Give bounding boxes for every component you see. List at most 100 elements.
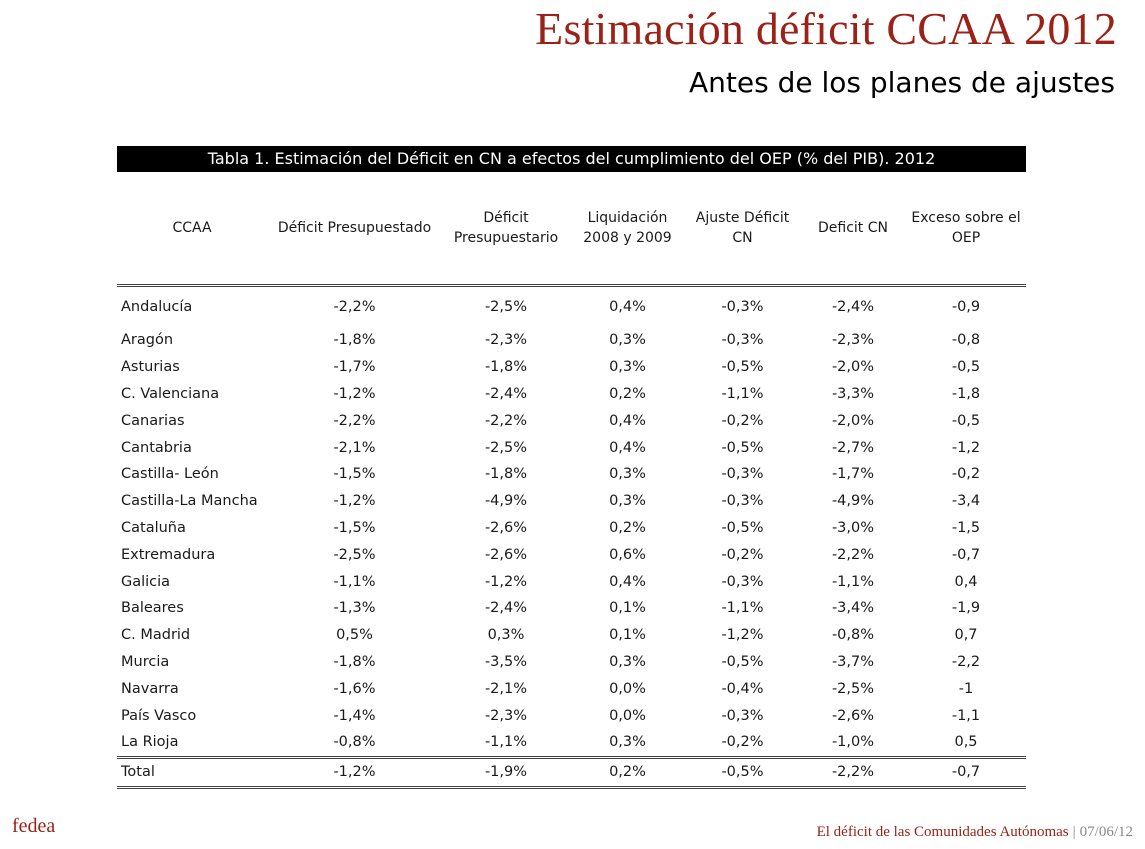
cell-deficit-presupuestario: 0,3% (487, 627, 525, 644)
footer-info: El déficit de las Comunidades Autónomas |… (817, 824, 1133, 841)
cell-exceso-oep: 0,4 (954, 573, 978, 590)
total-ccaa: Total (121, 764, 155, 781)
header-exceso-oep: Exceso sobre el OEP (911, 210, 1021, 246)
cell-deficit-cn: -1,0% (831, 734, 875, 751)
cell-exceso-oep: -0,2 (951, 466, 981, 483)
table-row: Andalucía -2,2% -2,5% 0,4% -0,3% -2,4% -0,9 (117, 286, 1026, 328)
cell-deficit-presupuestado: -1,1% (333, 573, 376, 590)
table-row: Castilla- León -1,5% -1,8% 0,3% -0,3% -1,7% -0… (117, 461, 1026, 488)
cell-deficit-cn: -1,7% (831, 466, 875, 483)
table-row: Galicia -1,1% -1,2% 0,4% -0,3% -1,1% 0,4 (117, 568, 1026, 595)
cell-deficit-presupuestario: -2,4% (484, 385, 528, 402)
slide-subtitle: Antes de los planes de ajustes (688, 66, 1115, 99)
cell-ccaa: Aragón (121, 332, 174, 349)
cell-ccaa: La Rioja (121, 734, 179, 751)
cell-deficit-presupuestado: -1,3% (333, 600, 376, 617)
cell-deficit-presupuestado: -0,8% (333, 734, 376, 751)
cell-exceso-oep: 0,5 (954, 734, 978, 751)
cell-ajuste-deficit-cn: -0,2% (721, 734, 764, 751)
cell-ccaa: País Vasco (121, 707, 197, 724)
cell-deficit-presupuestario: -2,3% (484, 332, 528, 349)
cell-deficit-presupuestario: -2,5% (484, 439, 528, 456)
total-deficit-presupuestado: -1,2% (333, 764, 376, 781)
table-row: Baleares -1,3% -2,4% 0,1% -1,1% -3,4% -1,9 (117, 595, 1026, 622)
cell-deficit-presupuestario: -2,3% (484, 707, 528, 724)
cell-liquidacion: 0,2% (609, 385, 646, 402)
cell-ccaa: Canarias (121, 412, 185, 429)
table-row: Murcia -1,8% -3,5% 0,3% -0,5% -3,7% -2,2 (117, 649, 1026, 676)
total-ajuste-deficit-cn: -0,5% (721, 764, 764, 781)
cell-deficit-presupuestario: -2,4% (484, 600, 528, 617)
cell-liquidacion: 0,0% (609, 680, 646, 697)
cell-deficit-presupuestario: -1,1% (484, 734, 528, 751)
cell-deficit-presupuestario: -2,2% (484, 412, 528, 429)
cell-liquidacion: 0,3% (609, 653, 646, 670)
cell-deficit-cn: -3,4% (831, 600, 875, 617)
cell-deficit-cn: -3,3% (831, 385, 875, 402)
cell-deficit-presupuestario: -2,6% (484, 546, 528, 563)
table-row: Canarias -2,2% -2,2% 0,4% -0,2% -2,0% -0,5 (117, 407, 1026, 434)
header-liquidacion: Liquidación 2008 y 2009 (583, 210, 672, 246)
cell-ajuste-deficit-cn: -0,2% (721, 546, 764, 563)
cell-deficit-cn: -2,5% (831, 680, 875, 697)
cell-exceso-oep: -0,8 (951, 332, 981, 349)
cell-ajuste-deficit-cn: -0,5% (721, 359, 764, 376)
cell-deficit-presupuestado: -1,2% (333, 493, 376, 510)
cell-exceso-oep: -0,5 (951, 412, 981, 429)
header-deficit-cn: Deficit CN (818, 220, 888, 236)
cell-exceso-oep: -0,7 (951, 546, 981, 563)
cell-deficit-presupuestado: -1,8% (333, 653, 376, 670)
cell-deficit-cn: -0,8% (831, 627, 875, 644)
cell-deficit-presupuestado: -1,4% (333, 707, 376, 724)
cell-ccaa: Extremadura (121, 546, 216, 563)
cell-exceso-oep: 0,7 (954, 627, 978, 644)
cell-ajuste-deficit-cn: -1,1% (721, 600, 764, 617)
cell-deficit-presupuestado: -1,8% (333, 332, 376, 349)
table-row: La Rioja -0,8% -1,1% 0,3% -0,2% -1,0% 0,5 (117, 729, 1026, 758)
cell-deficit-presupuestado: -2,1% (333, 439, 376, 456)
cell-deficit-presupuestado: -2,2% (333, 299, 376, 315)
cell-ccaa: Andalucía (121, 299, 193, 315)
cell-liquidacion: 0,3% (609, 734, 646, 751)
cell-exceso-oep: -1,1 (951, 707, 981, 724)
table-row: Extremadura -2,5% -2,6% 0,6% -0,2% -2,2% -0,7 (117, 541, 1026, 568)
cell-exceso-oep: -0,9 (951, 299, 981, 315)
table-row: Navarra -1,6% -2,1% 0,0% -0,4% -2,5% -1 (117, 675, 1026, 702)
header-deficit-presupuestado: Déficit Presupuestado (277, 220, 432, 236)
table-row: Cantabria -2,1% -2,5% 0,4% -0,5% -2,7% -1,2 (117, 434, 1026, 461)
cell-ajuste-deficit-cn: -0,3% (721, 573, 764, 590)
cell-deficit-presupuestario: -4,9% (484, 493, 528, 510)
cell-ccaa: Castilla-La Mancha (121, 493, 258, 510)
cell-deficit-presupuestado: -2,5% (333, 546, 376, 563)
cell-ajuste-deficit-cn: -0,2% (721, 412, 764, 429)
table-row: Castilla-La Mancha -1,2% -4,9% 0,3% -0,3% -4,… (117, 488, 1026, 515)
cell-ajuste-deficit-cn: -1,1% (721, 385, 764, 402)
cell-ajuste-deficit-cn: -0,3% (721, 707, 764, 724)
cell-deficit-cn: -2,3% (831, 332, 875, 349)
cell-exceso-oep: -1,5 (951, 519, 981, 536)
deficit-table: CCAA Déficit Presupuestado Déficit Presu… (117, 172, 1026, 789)
table-caption: Tabla 1. Estimación del Déficit en CN a … (117, 146, 1026, 172)
cell-deficit-presupuestario: -2,5% (484, 299, 528, 315)
header-deficit-presupuestario: Déficit Presupuestario (453, 210, 559, 246)
cell-deficit-presupuestario: -2,6% (484, 519, 528, 536)
cell-ajuste-deficit-cn: -0,3% (721, 299, 764, 315)
cell-liquidacion: 0,4% (609, 299, 646, 315)
cell-deficit-cn: -2,0% (831, 359, 875, 376)
cell-ajuste-deficit-cn: -0,5% (721, 519, 764, 536)
total-liquidacion: 0,2% (609, 764, 646, 781)
header-ajuste-deficit-cn: Ajuste Déficit CN (695, 210, 790, 246)
cell-ajuste-deficit-cn: -0,5% (721, 439, 764, 456)
cell-deficit-presupuestado: -1,5% (333, 519, 376, 536)
cell-deficit-presupuestado: 0,5% (336, 627, 373, 644)
cell-ajuste-deficit-cn: -0,3% (721, 493, 764, 510)
cell-deficit-cn: -2,2% (831, 546, 875, 563)
footer-brand: fedea (12, 815, 56, 837)
cell-deficit-cn: -1,1% (831, 573, 875, 590)
footer-date: 07/06/12 (1079, 824, 1133, 840)
cell-deficit-cn: -4,9% (831, 493, 875, 510)
table-row: Asturias -1,7% -1,8% 0,3% -0,5% -2,0% -0,5 (117, 354, 1026, 381)
cell-liquidacion: 0,2% (609, 519, 646, 536)
cell-ccaa: Asturias (121, 359, 180, 376)
cell-deficit-presupuestario: -3,5% (484, 653, 528, 670)
